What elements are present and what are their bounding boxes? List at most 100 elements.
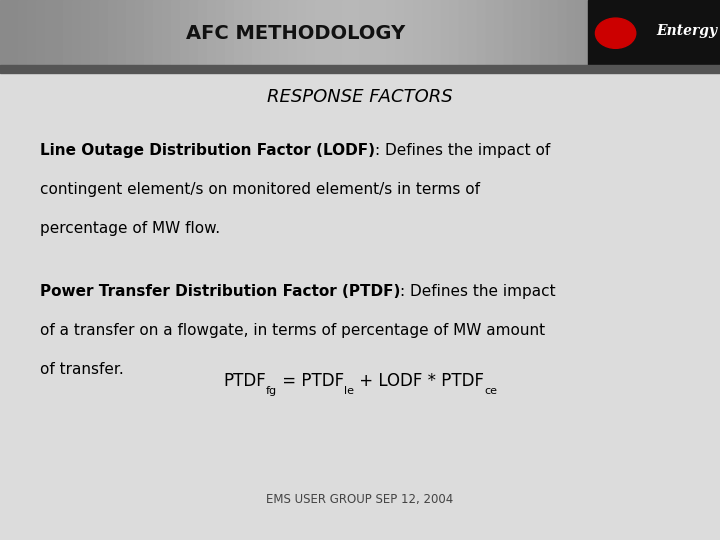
Text: : Defines the impact: : Defines the impact (400, 284, 556, 299)
Bar (72, 0, 82, 66)
Bar (117, 0, 127, 66)
Bar (0, 65, 720, 73)
Bar (612, 0, 622, 66)
Bar (675, 0, 685, 66)
Bar (459, 0, 469, 66)
Bar (477, 0, 487, 66)
Bar (162, 0, 173, 66)
Bar (54, 0, 65, 66)
Text: le: le (344, 387, 354, 396)
Bar (684, 0, 694, 66)
Text: of transfer.: of transfer. (40, 362, 123, 377)
Bar (414, 0, 424, 66)
Bar (126, 0, 137, 66)
Bar (378, 0, 389, 66)
Text: = PTDF: = PTDF (277, 372, 344, 390)
Bar (504, 0, 514, 66)
Bar (153, 0, 163, 66)
Bar (594, 0, 604, 66)
Bar (45, 0, 55, 66)
Bar (531, 0, 541, 66)
Bar (549, 0, 559, 66)
Bar (666, 0, 677, 66)
Bar (18, 0, 29, 66)
Bar (621, 0, 631, 66)
Text: ce: ce (484, 387, 497, 396)
Bar (324, 0, 334, 66)
Text: RESPONSE FACTORS: RESPONSE FACTORS (267, 88, 453, 106)
Bar (360, 0, 370, 66)
Bar (270, 0, 281, 66)
Bar (99, 0, 109, 66)
Bar (558, 0, 569, 66)
Bar (711, 0, 720, 66)
Bar (351, 0, 361, 66)
Bar (207, 0, 217, 66)
Bar (522, 0, 532, 66)
Bar (243, 0, 253, 66)
Bar (225, 0, 235, 66)
Text: AFC METHODOLOGY: AFC METHODOLOGY (186, 24, 405, 43)
Bar (36, 0, 46, 66)
Bar (369, 0, 379, 66)
Text: percentage of MW flow.: percentage of MW flow. (40, 221, 220, 236)
Bar (396, 0, 407, 66)
Bar (540, 0, 550, 66)
Bar (90, 0, 101, 66)
Bar (279, 0, 289, 66)
Bar (450, 0, 461, 66)
Bar (135, 0, 145, 66)
Text: fg: fg (266, 387, 277, 396)
Bar (27, 0, 37, 66)
Bar (108, 0, 119, 66)
Bar (63, 0, 73, 66)
Text: Entergy: Entergy (657, 24, 718, 37)
Bar (513, 0, 523, 66)
Bar (180, 0, 190, 66)
Bar (234, 0, 245, 66)
Bar (144, 0, 154, 66)
Text: EMS USER GROUP SEP 12, 2004: EMS USER GROUP SEP 12, 2004 (266, 493, 454, 506)
Bar (423, 0, 433, 66)
Text: of a transfer on a flowgate, in terms of percentage of MW amount: of a transfer on a flowgate, in terms of… (40, 323, 545, 338)
Bar (702, 0, 712, 66)
Bar (198, 0, 209, 66)
Bar (441, 0, 451, 66)
Bar (495, 0, 505, 66)
Bar (216, 0, 226, 66)
Bar (486, 0, 497, 66)
Text: Power Transfer Distribution Factor (PTDF): Power Transfer Distribution Factor (PTDF… (40, 284, 400, 299)
Bar (0, 0, 11, 66)
Bar (603, 0, 613, 66)
Bar (468, 0, 478, 66)
Bar (252, 0, 262, 66)
Bar (306, 0, 317, 66)
Bar (693, 0, 703, 66)
Text: + LODF * PTDF: + LODF * PTDF (354, 372, 484, 390)
Bar (657, 0, 667, 66)
Bar (585, 0, 595, 66)
Bar (288, 0, 299, 66)
Bar (576, 0, 586, 66)
Bar (432, 0, 442, 66)
Bar (405, 0, 415, 66)
Text: Line Outage Distribution Factor (LODF): Line Outage Distribution Factor (LODF) (40, 143, 374, 158)
Bar (342, 0, 353, 66)
Text: contingent element/s on monitored element/s in terms of: contingent element/s on monitored elemen… (40, 182, 480, 197)
Circle shape (595, 18, 636, 48)
Bar (588, 0, 720, 66)
Bar (9, 0, 19, 66)
Text: : Defines the impact of: : Defines the impact of (374, 143, 550, 158)
Bar (81, 0, 91, 66)
Bar (333, 0, 343, 66)
Bar (261, 0, 271, 66)
Bar (639, 0, 649, 66)
Bar (648, 0, 658, 66)
Bar (567, 0, 577, 66)
Bar (189, 0, 199, 66)
Bar (387, 0, 397, 66)
Bar (315, 0, 325, 66)
Bar (630, 0, 641, 66)
Bar (171, 0, 181, 66)
Bar (297, 0, 307, 66)
